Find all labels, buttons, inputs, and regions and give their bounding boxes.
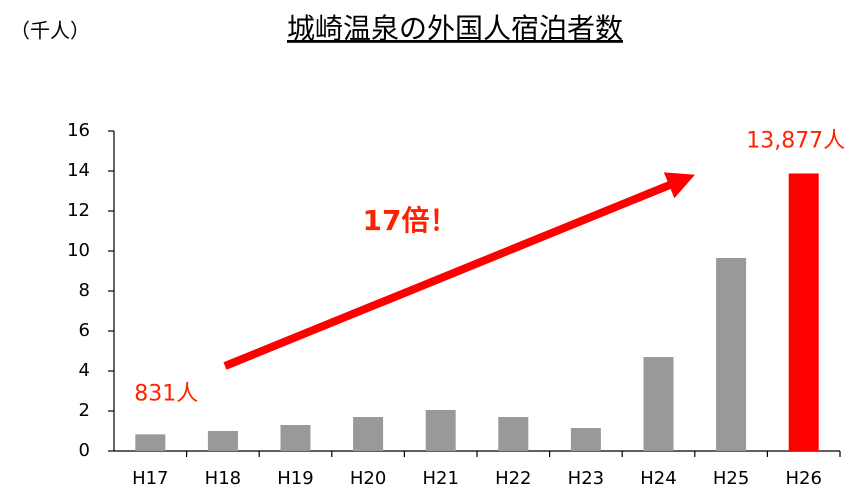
x-tick-label: H24 — [640, 468, 676, 489]
bar — [643, 357, 674, 451]
x-tick-label: H23 — [568, 468, 604, 489]
bar — [280, 425, 311, 451]
y-axis-label: （千人） — [10, 19, 90, 43]
chart-title: 城崎温泉の外国人宿泊者数 — [287, 12, 623, 45]
x-tick-label: H18 — [205, 468, 241, 489]
y-tick-label: 0 — [79, 440, 90, 461]
bar — [353, 417, 384, 451]
y-tick-label: 8 — [79, 280, 90, 301]
bar — [570, 428, 601, 451]
bar — [425, 410, 456, 451]
y-tick-label: 10 — [67, 240, 90, 261]
value-label: 831人 — [134, 381, 198, 406]
x-tick-label: H19 — [277, 468, 313, 489]
y-tick-label: 4 — [79, 360, 90, 381]
x-tick-label: H26 — [785, 468, 821, 489]
annotation: 17倍！ — [363, 204, 458, 237]
x-tick-label: H21 — [422, 468, 458, 489]
y-tick-label: 14 — [67, 160, 90, 181]
x-tick-label: H25 — [713, 468, 749, 489]
x-tick-label: H22 — [495, 468, 531, 489]
bar — [788, 173, 819, 451]
bar — [716, 258, 747, 451]
growth-arrow — [223, 172, 695, 370]
x-tick-label: H20 — [350, 468, 386, 489]
bar — [498, 417, 529, 451]
x-tick-label: H17 — [132, 468, 168, 489]
bar — [207, 431, 238, 451]
y-tick-label: 12 — [67, 200, 90, 221]
y-tick-label: 2 — [79, 400, 90, 421]
y-tick-label: 6 — [79, 320, 90, 341]
bar — [135, 434, 166, 451]
y-tick-label: 16 — [67, 120, 90, 141]
value-label: 13,877人 — [746, 128, 845, 153]
